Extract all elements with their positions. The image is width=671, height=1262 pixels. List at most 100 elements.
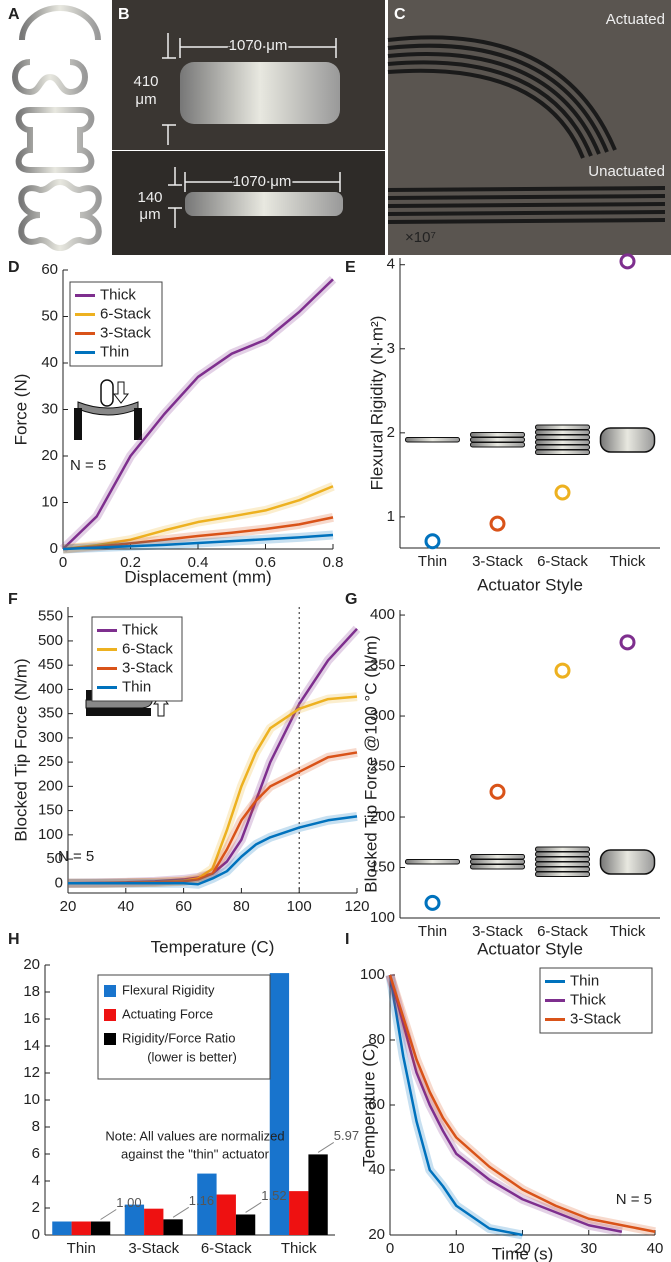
actuated-strips [387, 35, 617, 159]
actuator-icon [599, 849, 656, 875]
y-tick-label: 3 [387, 340, 395, 357]
actuator-icon [405, 859, 460, 865]
x-tick-label: 6-Stack [201, 1240, 252, 1257]
shape [15, 107, 95, 173]
label-leader [172, 1206, 190, 1218]
data-line [68, 815, 358, 886]
actuator-icon [535, 856, 590, 862]
x-tick-label: 40 [117, 898, 134, 915]
data-line [388, 974, 523, 1237]
label-leader [317, 1141, 335, 1153]
note: Note: All values are normalized [105, 1128, 284, 1143]
data-line [388, 974, 656, 1233]
error-band [385, 974, 524, 1240]
bar [90, 1221, 111, 1235]
bar [52, 1221, 72, 1235]
y-tick-label: 350 [370, 657, 395, 674]
dimension-label: 1070 μm [229, 37, 288, 54]
legend-label: Thick [122, 621, 158, 638]
actuator-icon [535, 424, 590, 455]
actuator-icon [535, 846, 590, 877]
photo-a [12, 5, 102, 252]
bar [197, 1173, 217, 1235]
dimension-label: 140 [137, 189, 162, 206]
x-tick-label: 0.4 [188, 554, 209, 571]
y-tick-label: 8 [32, 1118, 40, 1135]
bar [71, 1221, 91, 1235]
panel-label: E [345, 259, 356, 276]
x-tick-label: 80 [233, 898, 250, 915]
annotation: N = 5 [616, 1191, 652, 1208]
y-tick-label: 4 [387, 256, 395, 273]
actuator-icon [599, 427, 656, 453]
y-tick-label: 300 [38, 729, 63, 746]
y-tick-label: 200 [370, 808, 395, 825]
legend-label: Flexural Rigidity [122, 982, 215, 997]
y-axis-title: Blocked Tip Force @100 °C (N/m) [361, 635, 380, 892]
test-icon [100, 379, 114, 407]
y-tick-label: 40 [41, 354, 58, 371]
actuator-icon [470, 432, 525, 448]
actuator-icon [535, 861, 590, 867]
x-tick-label: 3-Stack [128, 1240, 179, 1257]
actuator-icon [535, 434, 590, 440]
actuator-icon [470, 864, 525, 870]
actuator-icon [535, 439, 590, 445]
y-multiplier: ×10⁷ [405, 229, 436, 246]
x-axis-title: Displacement (mm) [124, 567, 271, 586]
data-point [554, 484, 571, 501]
actuator-icon [405, 859, 460, 865]
actuator-icon [470, 437, 525, 443]
test-icon [112, 381, 130, 404]
y-tick-label: 6 [32, 1145, 40, 1162]
test-icon [86, 690, 96, 702]
legend-box [97, 974, 271, 1080]
actuator-icon [535, 449, 590, 455]
data-point [424, 533, 441, 550]
sample [180, 62, 340, 124]
label-leader [100, 1209, 117, 1220]
y-tick-label: 100 [370, 909, 395, 926]
actuator-icon [535, 429, 590, 435]
test-icon [74, 379, 142, 440]
dimension-label: μm [139, 206, 160, 223]
x-tick-label: 20 [60, 898, 77, 915]
legend-label: 6-Stack [122, 640, 173, 657]
dimension-lines [162, 33, 341, 228]
data-line [62, 278, 334, 550]
y-tick-label: 150 [370, 858, 395, 875]
data-line [388, 974, 623, 1233]
legend-swatch [104, 1009, 116, 1021]
bar [269, 973, 290, 1235]
panel-label: A [8, 6, 20, 23]
y-tick-label: 400 [370, 606, 395, 623]
actuator-icon [470, 854, 525, 870]
x-tick-label: Thin [418, 923, 447, 940]
y-tick-label: 2 [387, 424, 395, 441]
y-tick-label: 20 [41, 447, 58, 464]
dimension-label: 1070 μm [233, 173, 292, 190]
annotation: N = 5 [70, 457, 106, 474]
y-tick-label: 80 [368, 1031, 385, 1048]
bar [235, 1214, 256, 1235]
x-tick-label: 20 [514, 1240, 531, 1257]
x-tick-label: 120 [344, 898, 369, 915]
actuator-icon [535, 851, 590, 857]
y-tick-label: 30 [41, 400, 58, 417]
y-tick-label: 0 [32, 1226, 40, 1243]
y-tick-label: 150 [38, 802, 63, 819]
legend-label: 3-Stack [122, 659, 173, 676]
data-point [424, 894, 441, 911]
x-tick-label: 0.8 [323, 554, 344, 571]
value-label: 5.97 [334, 1128, 359, 1143]
y-tick-label: 20 [368, 1226, 385, 1243]
actuator-icon [599, 849, 656, 875]
y-tick-label: 0 [55, 874, 63, 891]
y-tick-label: 14 [23, 1037, 40, 1054]
annotation: N = 5 [58, 848, 94, 865]
y-tick-label: 500 [38, 632, 63, 649]
bar [216, 1194, 236, 1235]
x-tick-label: 0.6 [255, 554, 276, 571]
actuator-icon [405, 437, 460, 443]
y-tick-label: 450 [38, 656, 63, 673]
